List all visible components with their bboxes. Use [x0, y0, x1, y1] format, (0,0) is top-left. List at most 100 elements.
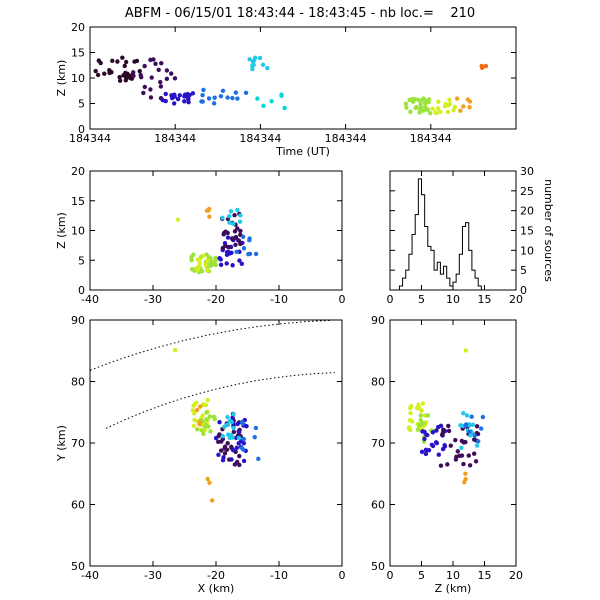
data-point [190, 408, 195, 413]
data-point [225, 95, 230, 100]
data-point [98, 60, 103, 66]
data-point [422, 429, 427, 435]
data-point [418, 101, 423, 107]
data-point [475, 439, 481, 444]
data-point [230, 435, 235, 440]
y-tick-label: 0 [520, 284, 527, 297]
data-point [219, 439, 224, 444]
data-point [463, 423, 468, 429]
data-point [247, 57, 252, 62]
data-point [227, 213, 232, 219]
data-point [229, 419, 234, 425]
data-point [233, 242, 238, 248]
data-point [434, 440, 440, 446]
data-point [232, 213, 237, 218]
y-tick-label: 0 [78, 123, 85, 136]
data-point [420, 401, 426, 406]
y-tick-label: 5 [78, 98, 85, 111]
y-tick-label: 10 [71, 72, 85, 85]
data-point [220, 433, 225, 439]
data-point [464, 413, 470, 418]
y-tick-label: 0 [78, 284, 85, 297]
data-point [227, 220, 232, 225]
histogram-bar [412, 234, 415, 290]
x-tick-label: -30 [144, 569, 162, 582]
data-point [110, 58, 115, 64]
x-tick-label: -10 [270, 569, 288, 582]
data-point [469, 414, 474, 419]
data-point [234, 249, 239, 255]
y-tick-label: 10 [520, 244, 534, 257]
data-point [225, 422, 231, 428]
data-point [436, 452, 441, 457]
data-point [230, 236, 235, 242]
data-point [435, 424, 441, 430]
histogram-bar [434, 270, 437, 290]
x-tick-label: 0 [387, 293, 394, 306]
x-tick-label: -20 [207, 569, 225, 582]
data-point [446, 423, 451, 429]
data-point [459, 453, 465, 458]
data-point [478, 426, 484, 431]
histogram-bar [466, 223, 469, 290]
data-point [418, 105, 424, 110]
x-tick-label: 184344 [239, 132, 281, 145]
data-point [164, 68, 170, 73]
chart-title: ABFM - 06/15/01 18:43:44 - 18:43:45 - nb… [125, 6, 475, 21]
data-point [423, 451, 429, 457]
data-point [95, 72, 101, 78]
data-point [177, 93, 182, 98]
data-point [438, 463, 444, 468]
data-point [208, 429, 213, 434]
data-point [479, 65, 485, 70]
data-point [220, 245, 226, 251]
data-point [220, 88, 226, 94]
data-point [403, 101, 409, 106]
y-tick-label: 5 [78, 254, 85, 267]
data-point [425, 432, 430, 438]
data-point [158, 79, 163, 85]
data-point [213, 435, 219, 441]
x-tick-label: -40 [81, 569, 99, 582]
data-point [230, 447, 236, 453]
data-point [208, 256, 213, 261]
data-point [211, 414, 217, 419]
data-point [205, 397, 210, 403]
data-point [256, 456, 261, 462]
data-point [148, 87, 153, 92]
data-point [408, 109, 413, 115]
data-point [404, 105, 409, 110]
data-point [231, 425, 236, 431]
data-point [197, 261, 203, 266]
x-tick-label: -10 [270, 293, 288, 306]
data-point [158, 84, 164, 89]
data-point [260, 62, 266, 68]
data-point [236, 430, 242, 435]
data-point [137, 68, 142, 74]
data-point [424, 98, 429, 104]
data-point [411, 98, 416, 103]
data-point [472, 433, 478, 438]
data-point [413, 105, 419, 111]
histogram-bar [462, 227, 465, 290]
histogram-bar [444, 266, 447, 290]
data-point [440, 430, 446, 435]
histogram-bar [475, 278, 478, 290]
y-tick-label: 90 [371, 314, 385, 327]
data-point [220, 215, 225, 221]
x-tick-label: 184344 [325, 132, 367, 145]
data-point [461, 104, 466, 109]
data-point [241, 246, 247, 251]
data-point [141, 90, 146, 96]
data-point [232, 229, 238, 234]
data-point [123, 59, 129, 65]
data-point [434, 110, 439, 116]
data-point [423, 447, 429, 453]
data-point [186, 96, 191, 102]
x-tick-label: 184344 [154, 132, 196, 145]
data-point [453, 437, 458, 443]
data-point [193, 400, 199, 406]
data-point [230, 415, 235, 420]
data-point [446, 103, 451, 108]
